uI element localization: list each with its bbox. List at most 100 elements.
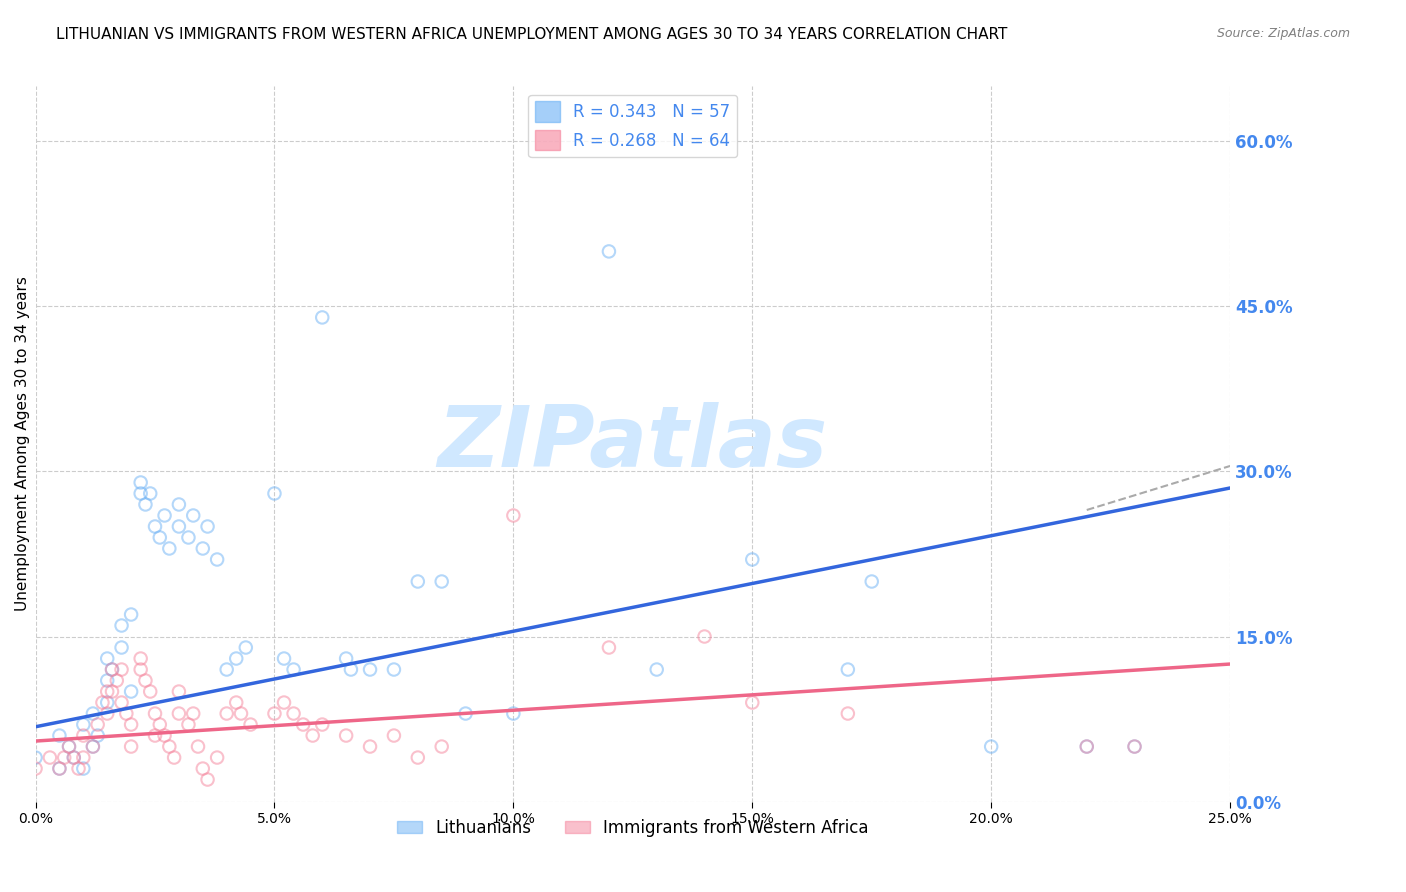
Text: Source: ZipAtlas.com: Source: ZipAtlas.com bbox=[1216, 27, 1350, 40]
Point bbox=[96, 673, 118, 688]
Point bbox=[283, 706, 305, 721]
Point bbox=[454, 706, 477, 721]
Point bbox=[157, 541, 180, 556]
Point bbox=[134, 498, 156, 512]
Point bbox=[205, 552, 228, 566]
Point bbox=[263, 486, 285, 500]
Point bbox=[58, 739, 80, 754]
Point bbox=[163, 750, 186, 764]
Point bbox=[134, 673, 156, 688]
Point bbox=[430, 574, 453, 589]
Point bbox=[139, 684, 162, 698]
Point bbox=[197, 519, 219, 533]
Point bbox=[143, 706, 166, 721]
Point bbox=[181, 706, 204, 721]
Point bbox=[139, 486, 162, 500]
Point bbox=[741, 552, 763, 566]
Point bbox=[101, 663, 124, 677]
Text: LITHUANIAN VS IMMIGRANTS FROM WESTERN AFRICA UNEMPLOYMENT AMONG AGES 30 TO 34 YE: LITHUANIAN VS IMMIGRANTS FROM WESTERN AF… bbox=[56, 27, 1008, 42]
Point bbox=[1123, 739, 1146, 754]
Point bbox=[86, 717, 108, 731]
Point bbox=[598, 640, 620, 655]
Point bbox=[129, 475, 152, 490]
Point bbox=[101, 684, 124, 698]
Point bbox=[153, 729, 176, 743]
Point bbox=[225, 696, 247, 710]
Point bbox=[48, 729, 70, 743]
Point bbox=[110, 696, 132, 710]
Point bbox=[598, 244, 620, 259]
Point bbox=[24, 762, 46, 776]
Point bbox=[177, 531, 200, 545]
Point bbox=[1076, 739, 1098, 754]
Point bbox=[62, 750, 84, 764]
Point bbox=[1076, 739, 1098, 754]
Point bbox=[645, 663, 668, 677]
Point bbox=[72, 750, 94, 764]
Point bbox=[215, 706, 238, 721]
Point bbox=[110, 640, 132, 655]
Point bbox=[406, 574, 429, 589]
Point bbox=[96, 651, 118, 665]
Point bbox=[62, 750, 84, 764]
Point bbox=[38, 750, 60, 764]
Point bbox=[67, 762, 90, 776]
Point bbox=[143, 729, 166, 743]
Point bbox=[72, 717, 94, 731]
Point bbox=[273, 651, 295, 665]
Point bbox=[48, 762, 70, 776]
Point bbox=[82, 739, 104, 754]
Point bbox=[430, 739, 453, 754]
Point bbox=[167, 519, 190, 533]
Point bbox=[860, 574, 883, 589]
Point bbox=[58, 739, 80, 754]
Point bbox=[311, 717, 333, 731]
Text: ZIPatlas: ZIPatlas bbox=[437, 402, 828, 485]
Y-axis label: Unemployment Among Ages 30 to 34 years: Unemployment Among Ages 30 to 34 years bbox=[15, 277, 30, 611]
Point bbox=[72, 729, 94, 743]
Point bbox=[197, 772, 219, 787]
Point bbox=[335, 729, 357, 743]
Point bbox=[110, 663, 132, 677]
Point bbox=[167, 498, 190, 512]
Point bbox=[129, 663, 152, 677]
Point bbox=[502, 508, 524, 523]
Point bbox=[283, 663, 305, 677]
Point bbox=[157, 739, 180, 754]
Point bbox=[837, 706, 859, 721]
Point bbox=[191, 762, 214, 776]
Point bbox=[153, 508, 176, 523]
Point bbox=[82, 739, 104, 754]
Point bbox=[301, 729, 323, 743]
Point bbox=[96, 706, 118, 721]
Point bbox=[167, 684, 190, 698]
Point bbox=[382, 663, 405, 677]
Point bbox=[110, 618, 132, 632]
Point bbox=[96, 684, 118, 698]
Point bbox=[359, 663, 381, 677]
Point bbox=[177, 717, 200, 731]
Point bbox=[129, 486, 152, 500]
Point bbox=[980, 739, 1002, 754]
Point bbox=[382, 729, 405, 743]
Point bbox=[205, 750, 228, 764]
Point bbox=[129, 651, 152, 665]
Point bbox=[502, 706, 524, 721]
Point bbox=[120, 607, 142, 622]
Point bbox=[143, 519, 166, 533]
Point bbox=[82, 706, 104, 721]
Point bbox=[837, 663, 859, 677]
Point bbox=[340, 663, 363, 677]
Point bbox=[167, 706, 190, 721]
Point bbox=[263, 706, 285, 721]
Point bbox=[149, 717, 172, 731]
Point bbox=[120, 739, 142, 754]
Point bbox=[406, 750, 429, 764]
Point bbox=[48, 762, 70, 776]
Point bbox=[235, 640, 257, 655]
Point bbox=[91, 696, 114, 710]
Point bbox=[239, 717, 262, 731]
Point bbox=[335, 651, 357, 665]
Point bbox=[181, 508, 204, 523]
Point bbox=[72, 762, 94, 776]
